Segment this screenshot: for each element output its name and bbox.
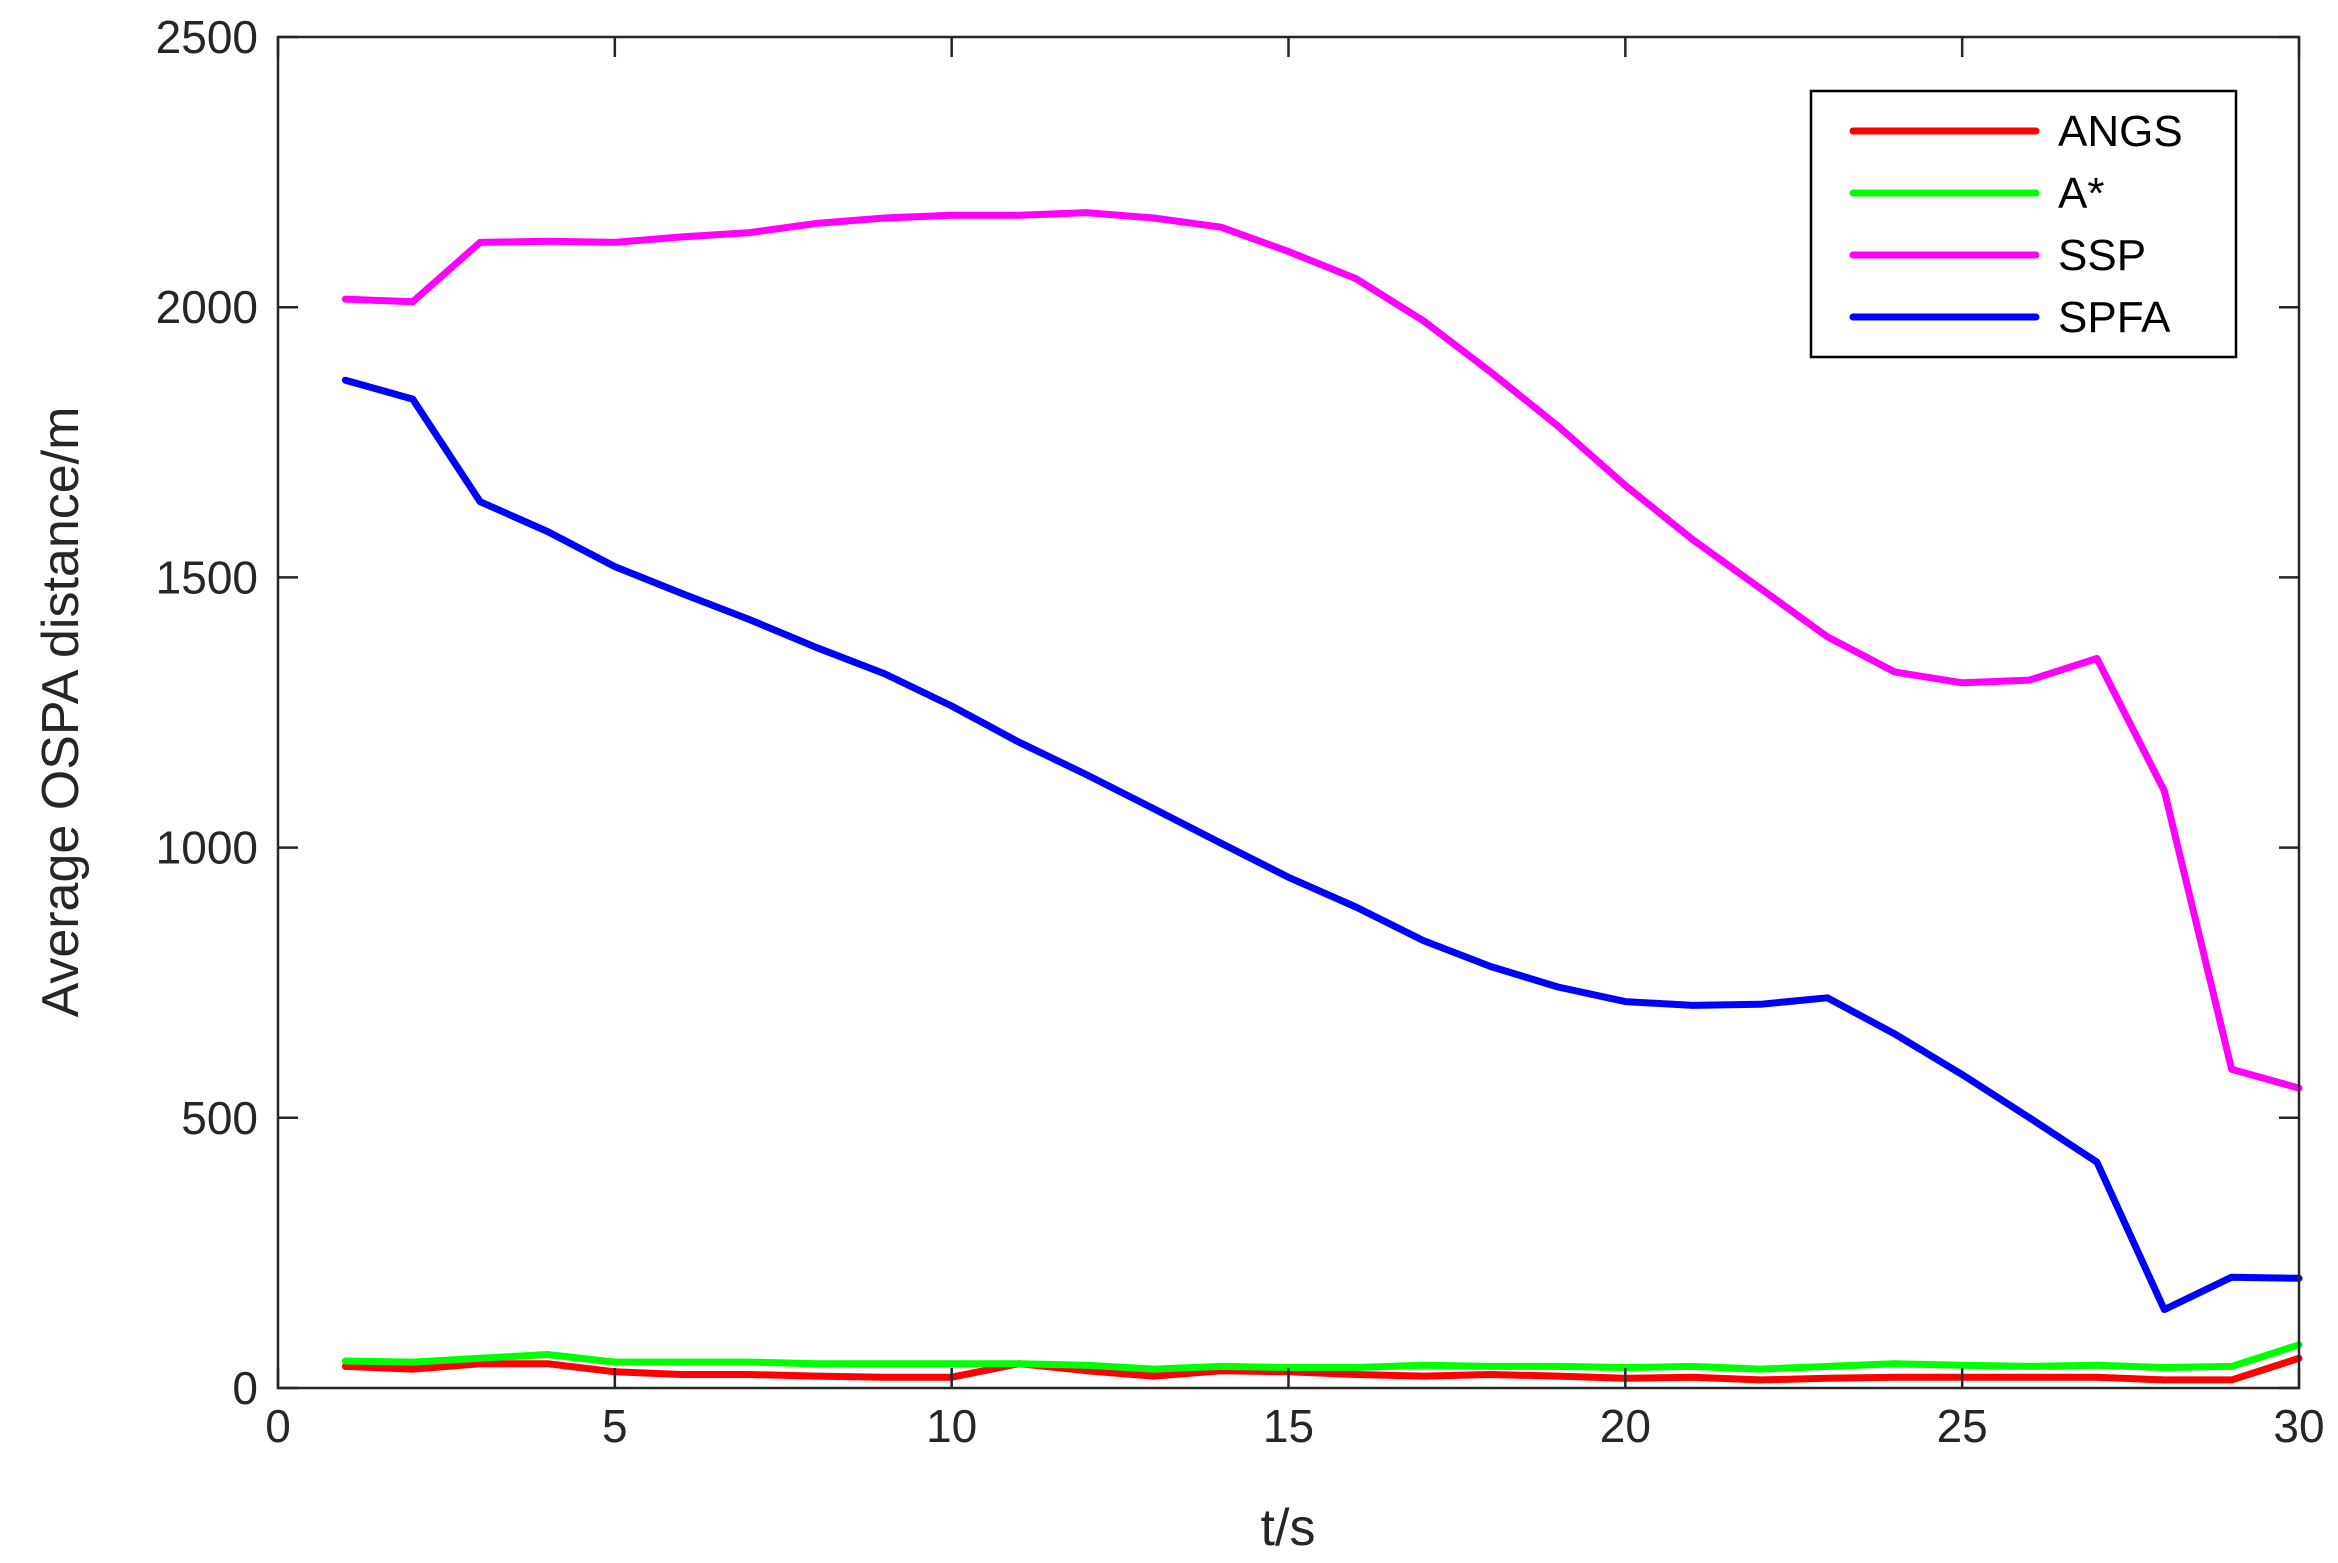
x-tick-label: 20 xyxy=(1600,1400,1651,1452)
legend: ANGS A* SSP SPFA xyxy=(1809,89,2238,359)
y-tick-label: 500 xyxy=(181,1092,258,1144)
y-tick-label: 1000 xyxy=(156,822,258,874)
series-line-spfa xyxy=(341,376,2303,1314)
x-tick-label: 10 xyxy=(926,1400,977,1452)
series-line-ssp xyxy=(341,209,2303,1092)
y-axis-label: Average OSPA distance/m xyxy=(32,407,90,1018)
legend-label: ANGS xyxy=(2058,107,2183,156)
legend-box xyxy=(1809,89,2238,359)
series-line-angs xyxy=(341,1354,2303,1384)
legend-label: SSP xyxy=(2058,231,2146,280)
y-tick-label: 1500 xyxy=(156,551,258,603)
legend-label: A* xyxy=(2058,169,2104,218)
x-axis-label: t/s xyxy=(1261,1499,1316,1557)
x-tick-label: 15 xyxy=(1263,1400,1314,1452)
x-tick-label: 5 xyxy=(602,1400,628,1452)
series-layer xyxy=(341,209,2303,1384)
x-tick-label: 25 xyxy=(1937,1400,1988,1452)
ticks-layer: 0 5 10 15 20 25 30 0 500 1000 1500 2000 2500 xyxy=(156,11,2325,1452)
y-tick-label: 0 xyxy=(232,1362,258,1414)
series-line-astar xyxy=(341,1341,2303,1373)
y-tick-label: 2000 xyxy=(156,281,258,333)
y-tick-label: 2500 xyxy=(156,11,258,63)
x-tick-label: 0 xyxy=(265,1400,291,1452)
x-tick-label: 30 xyxy=(2273,1400,2324,1452)
legend-label: SPFA xyxy=(2058,293,2171,342)
